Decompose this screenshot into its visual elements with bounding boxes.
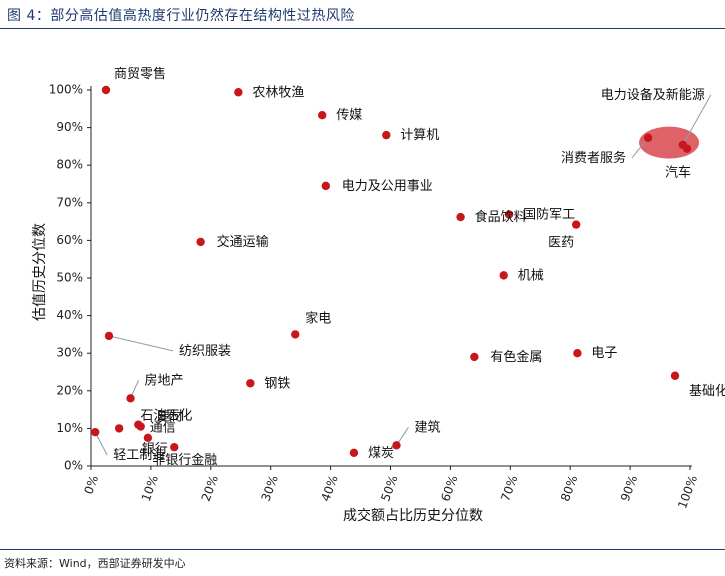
data-point xyxy=(114,424,124,433)
leader-line xyxy=(631,137,649,159)
data-label: 交通运输 xyxy=(217,234,269,250)
source-note: 资料来源：Wind，西部证券研发中心 xyxy=(4,557,186,570)
data-label: 煤炭 xyxy=(368,446,394,461)
data-point xyxy=(126,394,135,403)
data-point xyxy=(101,85,111,95)
y-tick-label: 70% xyxy=(56,195,83,209)
data-point xyxy=(291,330,300,339)
scatter-chart: 0% 10% 20% 30% 40% 50% 60% 70% 80% 90% 100% 0% 10% 20… xyxy=(32,66,725,524)
data-label: 电力设备及新能源 xyxy=(601,87,705,103)
y-tick-label: 20% xyxy=(56,383,83,397)
data-label: 消费者服务 xyxy=(561,150,626,166)
data-label: 电力及公用事业 xyxy=(342,179,433,194)
x-tick-label: 70% xyxy=(498,473,520,503)
data-point xyxy=(499,271,508,280)
data-point xyxy=(682,144,692,153)
x-tick-label: 100% xyxy=(675,473,700,510)
data-label: 机械 xyxy=(518,268,544,283)
y-tick-label: 50% xyxy=(56,271,83,285)
data-label: 计算机 xyxy=(400,128,439,143)
x-tick-label: 50% xyxy=(378,473,400,503)
y-tick-label: 60% xyxy=(56,233,83,247)
leader-line xyxy=(94,431,108,456)
data-label: 传媒 xyxy=(336,108,362,123)
data-point xyxy=(670,371,680,380)
data-points xyxy=(90,85,692,458)
x-tick-label: 60% xyxy=(438,473,460,503)
data-label: 轻工制造 xyxy=(113,448,165,463)
data-point xyxy=(170,443,179,452)
y-axis-title: 估值历史分位数 xyxy=(32,223,48,321)
leader-line xyxy=(682,94,712,146)
data-point xyxy=(136,422,145,431)
data-point xyxy=(456,212,465,222)
leader-line xyxy=(108,335,174,352)
data-label: 汽车 xyxy=(665,165,691,181)
data-point xyxy=(318,110,327,120)
x-tick-label: 20% xyxy=(199,473,221,503)
data-label: 银行 xyxy=(142,442,168,457)
data-label: 石油石化 xyxy=(140,409,192,424)
data-point xyxy=(643,133,653,142)
data-label: 食品饮料 xyxy=(475,209,527,225)
y-tick-label: 80% xyxy=(56,158,83,172)
data-point xyxy=(573,349,582,358)
data-label: 非银行金融 xyxy=(152,452,217,468)
data-label: 基础化工 xyxy=(689,384,725,399)
data-point xyxy=(143,433,153,442)
data-point xyxy=(470,352,479,362)
y-tick-label: 30% xyxy=(56,346,83,360)
data-point xyxy=(321,181,331,191)
y-tick-label: 90% xyxy=(56,120,83,134)
data-label: 电子 xyxy=(591,346,617,361)
data-label: 医药 xyxy=(548,236,574,251)
x-tick-label: 90% xyxy=(618,473,640,503)
data-label: 有色金属 xyxy=(490,349,542,365)
x-tick-label: 80% xyxy=(558,473,580,503)
data-point xyxy=(104,331,114,341)
data-label: 建材 xyxy=(157,409,183,424)
data-point xyxy=(392,441,401,450)
data-point xyxy=(90,427,100,437)
x-tick-label: 0% xyxy=(81,473,101,496)
x-tick-label: 40% xyxy=(318,473,340,503)
data-label: 通信 xyxy=(150,421,176,436)
data-label: 商贸零售 xyxy=(114,66,166,82)
data-label: 房地产 xyxy=(145,372,184,388)
x-axis-title: 成交额占比历史分位数 xyxy=(343,507,483,524)
figure-caption: 图 4：部分高估值高热度行业仍然存在结构性过热风险 xyxy=(7,8,355,24)
data-point xyxy=(246,379,255,388)
data-label: 纺织服装 xyxy=(179,344,231,359)
y-tick-label: 10% xyxy=(56,421,83,435)
y-tick-label: 40% xyxy=(56,308,83,322)
leader-lines xyxy=(94,94,712,456)
data-point xyxy=(196,237,205,247)
y-tick-label: 100% xyxy=(49,83,83,97)
x-tick-label: 10% xyxy=(139,473,161,503)
data-label: 钢铁 xyxy=(264,376,290,391)
data-point xyxy=(571,220,581,229)
data-label: 农林牧渔 xyxy=(252,85,304,100)
data-point xyxy=(349,448,359,458)
y-tick-label: 0% xyxy=(64,459,83,473)
x-tick-label: 30% xyxy=(259,473,281,503)
bottom-rule xyxy=(0,549,725,550)
data-label: 家电 xyxy=(305,310,331,326)
top-rule xyxy=(0,28,725,29)
data-label: 建筑 xyxy=(414,419,440,435)
data-point xyxy=(234,88,243,97)
data-point xyxy=(382,130,391,140)
data-label: 国防军工 xyxy=(523,206,575,222)
data-point xyxy=(504,210,514,219)
